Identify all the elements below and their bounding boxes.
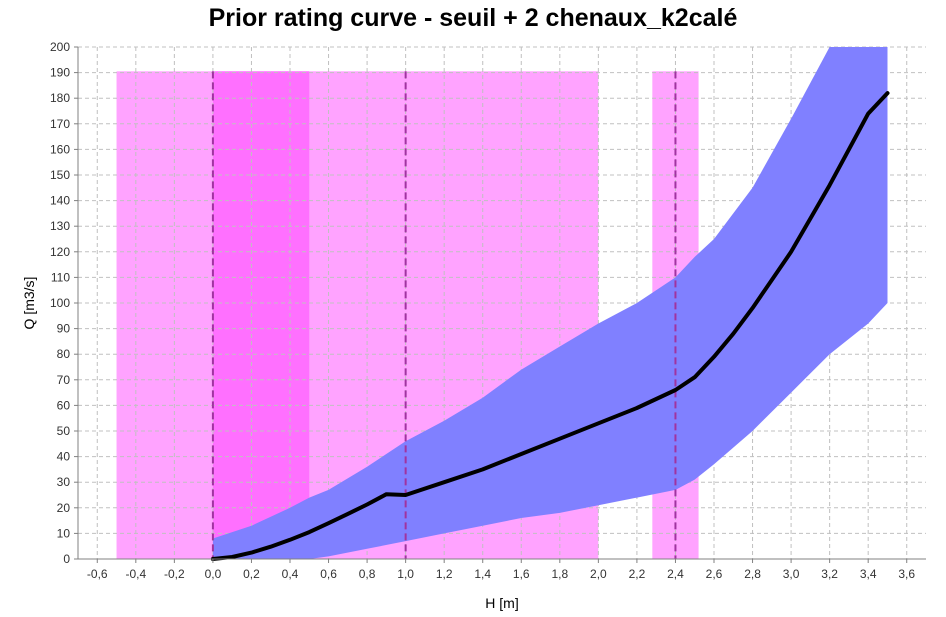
y-tick-label-13: 130: [50, 219, 70, 233]
y-tick-label-14: 140: [50, 194, 70, 208]
x-tick-label-8: 1,0: [397, 567, 414, 581]
x-tick-label-2: -0,2: [164, 567, 185, 581]
y-tick-label-1: 10: [57, 526, 71, 540]
chart-title: Prior rating curve - seuil + 2 chenaux_k…: [208, 4, 738, 32]
x-axis-ticks: -0,6 -0,4 -0,2 0,0 0,2 0,4 0,6 0,8 1,0 1,2 1,4 1,6 1…: [87, 559, 915, 581]
x-tick-label-13: 2,0: [590, 567, 607, 581]
y-tick-label-11: 110: [51, 270, 70, 284]
y-tick-label-16: 160: [50, 142, 70, 156]
x-tick-label-17: 2,8: [744, 567, 761, 581]
uncertainty-band: [212, 47, 888, 559]
curve-layer: [210, 91, 890, 561]
y-tick-label-7: 70: [57, 373, 71, 387]
activation-band-1: [212, 71, 310, 559]
y-axis-ticks: 0 10 20 30 40 50 60 70 80 90 100 110 120 130 140 150 160…: [50, 40, 78, 566]
y-tick-label-12: 120: [50, 245, 70, 259]
x-tick-label-14: 2,2: [629, 567, 646, 581]
x-tick-label-21: 3,6: [898, 567, 915, 581]
x-tick-label-12: 1,8: [551, 567, 568, 581]
y-tick-label-20: 200: [50, 40, 70, 54]
x-tick-label-19: 3,2: [821, 567, 838, 581]
x-tick-label-11: 1,6: [513, 567, 530, 581]
y-tick-label-5: 50: [57, 424, 71, 438]
y-tick-label-9: 90: [57, 322, 71, 336]
y-tick-label-17: 170: [50, 117, 70, 131]
x-tick-label-5: 0,4: [282, 567, 299, 581]
rating-curve-line: [210, 91, 890, 561]
x-tick-label-9: 1,2: [436, 567, 453, 581]
y-tick-label-18: 180: [50, 91, 70, 105]
activation-lines: [211, 71, 677, 559]
y-axis-label: Q [m3/s]: [21, 277, 37, 330]
y-tick-label-4: 40: [57, 450, 71, 464]
y-tick-label-6: 60: [57, 398, 71, 412]
x-tick-label-0: -0,6: [87, 567, 108, 581]
x-axis-label: H [m]: [485, 595, 518, 611]
x-tick-label-18: 3,0: [783, 567, 800, 581]
y-tick-label-19: 190: [50, 66, 70, 80]
y-tick-label-3: 30: [57, 475, 71, 489]
x-tick-label-15: 2,4: [667, 567, 684, 581]
y-tick-label-2: 20: [57, 501, 71, 515]
y-tick-label-15: 150: [50, 168, 70, 182]
y-tick-label-10: 100: [50, 296, 70, 310]
x-tick-label-6: 0,6: [320, 567, 337, 581]
y-tick-label-8: 80: [57, 347, 71, 361]
x-tick-label-7: 0,8: [359, 567, 376, 581]
x-tick-label-1: -0,4: [125, 567, 146, 581]
x-tick-label-10: 1,4: [474, 567, 491, 581]
uncertainty-band-layer: [212, 47, 888, 559]
x-tick-label-16: 2,6: [706, 567, 723, 581]
x-tick-label-20: 3,4: [860, 567, 877, 581]
x-tick-label-3: 0,0: [205, 567, 222, 581]
y-tick-label-0: 0: [63, 552, 70, 566]
x-tick-label-4: 0,2: [243, 567, 260, 581]
